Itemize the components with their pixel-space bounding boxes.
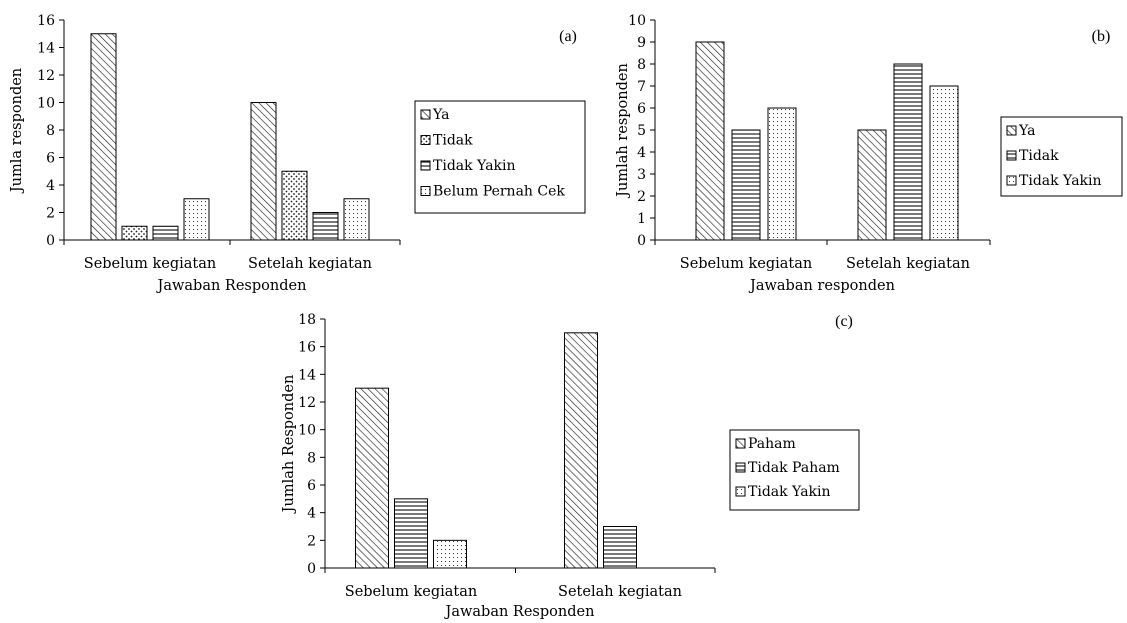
y-tick-label: 12: [298, 395, 316, 411]
legend-swatch: [735, 462, 746, 473]
legend-label: Belum Pernah Cek: [433, 184, 565, 200]
y-tick-label: 8: [637, 57, 646, 73]
y-tick-label: 6: [46, 151, 55, 167]
x-category-label: Sebelum kegiatan: [680, 256, 812, 272]
bar-tidak: [731, 129, 761, 241]
bar-ya: [857, 129, 887, 241]
legend-swatch: [735, 486, 746, 497]
legend-box: [414, 100, 586, 214]
bar-tidak-yakin: [433, 539, 467, 569]
y-tick-label: 3: [637, 167, 646, 183]
x-category-label: Setelah kegiatan: [846, 256, 970, 272]
legend-swatch: [420, 160, 431, 171]
y-tick-label: 12: [37, 68, 55, 84]
legend-label: Tidak: [1019, 148, 1059, 164]
bar-tidak-yakin: [929, 85, 959, 241]
legend-label: Tidak Yakin: [433, 158, 516, 174]
y-tick-label: 10: [37, 96, 55, 112]
y-tick-label: 6: [307, 478, 316, 494]
y-tick-label: 4: [637, 145, 646, 161]
y-tick-label: 8: [307, 450, 316, 466]
legend-label: Paham: [748, 436, 796, 452]
legend-label: Tidak: [433, 133, 473, 149]
bar-ya: [695, 41, 725, 241]
bar-belum-pernah-cek: [343, 198, 370, 241]
legend-label: Ya: [1018, 123, 1036, 139]
legend-label: Tidak Paham: [748, 460, 840, 476]
chart-a: 0 2 4 6 8 10 12 14 16 Sebelum kegiatan Setelah keg…: [9, 13, 586, 294]
legend-swatch: [420, 186, 431, 196]
y-axis-title: Jumlah responden: [615, 63, 631, 199]
y-tick-label: 10: [298, 423, 316, 439]
y-tick-label: 2: [637, 189, 646, 205]
legend-box: [1000, 116, 1123, 197]
legend-label: Tidak Yakin: [1019, 173, 1102, 189]
legend-swatch: [420, 109, 431, 120]
legend-label: Ya: [432, 107, 450, 123]
x-axis-title: Jawaban Responden: [444, 604, 595, 620]
bar-tidak-yakin: [152, 225, 179, 241]
y-tick-label: 9: [637, 35, 646, 51]
x-category-label: Setelah kegiatan: [248, 256, 372, 272]
bar-ya: [90, 33, 117, 241]
y-tick-label: 14: [37, 41, 55, 57]
chart-c: 0 2 4 6 8 10 12 14 16 18 Sebelum kegiatan Setelah k…: [281, 312, 860, 620]
y-tick-label: 2: [307, 533, 316, 549]
y-tick-label: 5: [637, 123, 646, 139]
bar-tidak-yakin: [767, 107, 797, 241]
panel-label: (c): [835, 313, 853, 330]
y-tick-label: 16: [37, 13, 55, 29]
legend-swatch: [735, 438, 746, 449]
bar-tidak-paham: [603, 526, 637, 569]
bar-belum-pernah-cek: [183, 198, 210, 241]
x-category-label: Sebelum kegiatan: [345, 584, 477, 600]
y-tick-label: 7: [637, 79, 646, 95]
bar-paham: [564, 332, 598, 569]
bar-tidak-paham: [394, 498, 428, 569]
x-axis-title: Jawaban Responden: [156, 278, 307, 294]
y-tick-label: 6: [637, 101, 646, 117]
panel-label: (a): [559, 28, 577, 45]
y-tick-label: 4: [46, 178, 55, 194]
bar-tidak: [281, 170, 308, 241]
chart-b: 0 1 2 3 4 5 6 7 8 9 10 Sebelum kegiatan Setelah kegi…: [615, 13, 1123, 294]
y-tick-label: 4: [307, 506, 316, 522]
legend-box: [729, 429, 860, 511]
y-tick-label: 14: [298, 367, 316, 383]
legend-swatch: [1006, 175, 1017, 186]
y-tick-label: 16: [298, 340, 316, 356]
legend-label: Tidak Yakin: [748, 484, 831, 500]
y-tick-label: 10: [628, 13, 646, 29]
legend-swatch: [1006, 125, 1017, 136]
panel-label: (b): [1092, 28, 1111, 45]
legend-swatch: [420, 135, 431, 145]
legend-swatch: [1006, 150, 1017, 161]
y-tick-label: 0: [46, 233, 55, 249]
x-category-label: Setelah kegiatan: [558, 584, 682, 600]
y-tick-label: 1: [637, 211, 646, 227]
bar-ya: [250, 102, 277, 241]
y-axis-title: Jumla responden: [9, 68, 25, 194]
x-axis-title: Jawaban responden: [748, 278, 895, 294]
y-tick-label: 18: [298, 312, 316, 328]
x-category-label: Sebelum kegiatan: [84, 256, 216, 272]
bar-paham: [355, 387, 389, 569]
bar-tidak-yakin: [312, 212, 339, 241]
y-tick-label: 0: [637, 233, 646, 249]
y-tick-label: 8: [46, 123, 55, 139]
y-axis-title: Jumlah Responden: [281, 375, 297, 515]
y-tick-label: 2: [46, 206, 55, 222]
bar-tidak: [893, 63, 923, 241]
y-tick-label: 0: [307, 561, 316, 577]
bar-tidak: [121, 225, 148, 241]
